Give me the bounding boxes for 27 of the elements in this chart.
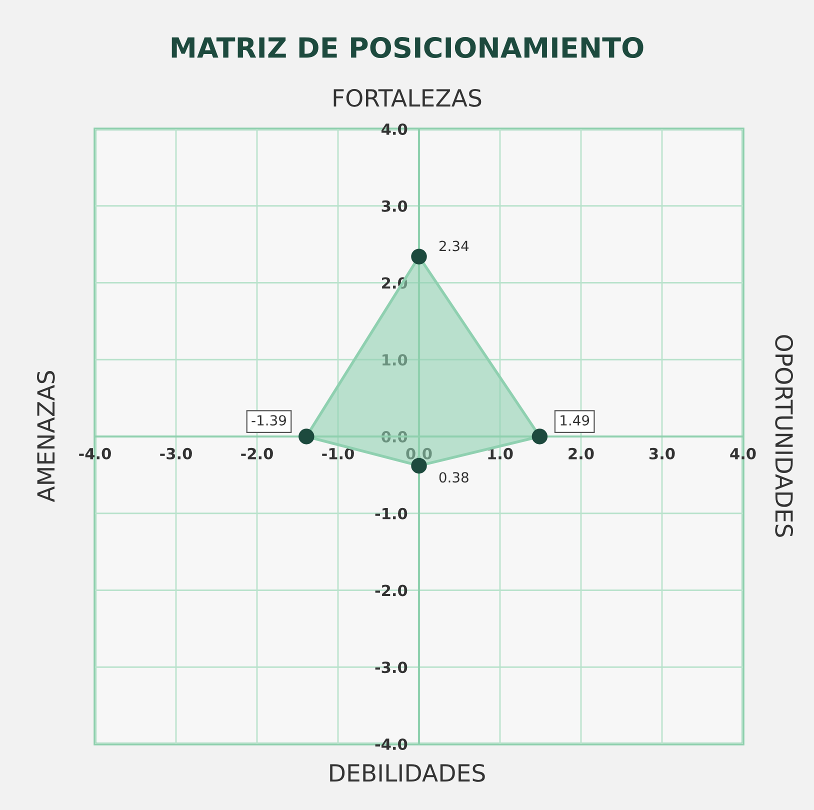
y2-axis-title: OPORTUNIDADES [775,335,794,537]
y-axis-title: AMENAZAS [36,371,55,502]
x-tick-label: 4.0 [730,448,756,460]
chart-subtitle: FORTALEZAS [334,88,482,107]
annotation: 0.38 [439,472,468,483]
x-tick-label: 2.0 [568,448,594,460]
x-axis-title: DEBILIDADES [330,764,485,782]
y-tick-label: -2.0 [375,584,408,596]
annotation: 2.34 [439,240,469,252]
annotation: 1.49 [560,415,590,426]
point [298,428,314,444]
x-tick-label: -1.0 [322,448,354,460]
x-tick-label: 0.0 [406,448,432,460]
x-tick-label: -2.0 [241,448,273,460]
point [411,248,427,264]
y-tick-label: 1.0 [382,354,408,366]
x-tick-label: 3.0 [649,448,675,460]
y-tick-label: -4.0 [375,738,408,750]
chart-title: MATRIZ DE POSICIONAMIENTO [172,37,644,58]
y-tick-label: 4.0 [382,123,408,136]
x-tick-label: -4.0 [79,448,111,460]
y-tick-label: -3.0 [375,662,408,674]
point [532,428,548,444]
x-tick-label: -3.0 [160,448,192,460]
y-tick-label: -1.0 [375,508,408,520]
y-tick-label: 3.0 [382,200,408,212]
annotation: -1.39 [252,415,286,426]
